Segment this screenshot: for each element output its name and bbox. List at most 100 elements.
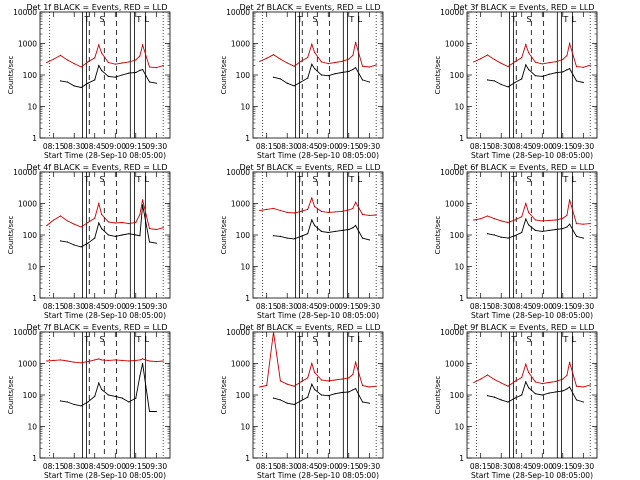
x-axis-label: Start Time (28-Sep-10 08:05:00) <box>44 151 166 160</box>
series-line-events <box>487 217 584 239</box>
y-tick-label: 1000 <box>18 40 37 49</box>
y-tick-label: 10000 <box>226 168 250 177</box>
time-marker-label: T <box>348 175 354 184</box>
x-tick-label: 08:15 <box>470 142 492 151</box>
panel-title: Det 1f BLACK = Events, RED = LLD <box>26 3 167 12</box>
x-axis-label: Start Time (28-Sep-10 08:05:00) <box>44 471 166 480</box>
time-marker-label: L <box>572 175 577 184</box>
x-tick-label: 09:15 <box>552 142 574 151</box>
x-tick-label: 09:30 <box>146 142 168 151</box>
y-tick-label: 1000 <box>18 360 37 369</box>
y-tick-label: 1000 <box>231 200 250 209</box>
y-axis-label: Counts/sec <box>7 216 15 255</box>
time-marker-label: L <box>358 335 363 344</box>
y-tick-label: 10000 <box>13 328 37 337</box>
y-tick-label: 100 <box>450 391 465 400</box>
x-tick-label: 09:30 <box>146 462 168 471</box>
series-line-events <box>60 204 157 248</box>
x-tick-label: 08:15 <box>470 302 492 311</box>
x-axis-label: Start Time (28-Sep-10 08:05:00) <box>471 471 593 480</box>
y-tick-label: 10000 <box>226 8 250 17</box>
y-tick-label: 1000 <box>231 40 250 49</box>
x-tick-label: 09:15 <box>552 302 574 311</box>
time-marker-label: T <box>83 335 89 344</box>
time-marker-label: T <box>135 15 141 24</box>
panel-title: Det 6f BLACK = Events, RED = LLD <box>453 163 594 172</box>
x-tick-label: 09:00 <box>531 302 553 311</box>
x-tick-label: 08:45 <box>297 302 319 311</box>
time-marker-label: S <box>312 335 317 344</box>
time-marker-label: S <box>99 335 104 344</box>
x-tick-label: 09:00 <box>104 142 126 151</box>
time-marker-label: L <box>572 335 577 344</box>
series-line-lld <box>259 331 377 388</box>
time-marker-label: L <box>358 175 363 184</box>
time-marker-label: L <box>145 335 150 344</box>
y-tick-label: 10000 <box>226 328 250 337</box>
series-line-events <box>273 218 370 241</box>
y-axis-label: Counts/sec <box>220 376 228 415</box>
y-tick-label: 10 <box>240 263 250 272</box>
series-line-lld <box>259 42 377 68</box>
y-axis-label: Counts/sec <box>434 56 442 95</box>
series-line-lld <box>473 41 591 68</box>
y-tick-label: 1 <box>459 134 464 143</box>
x-tick-label: 08:45 <box>511 302 533 311</box>
x-tick-label: 08:45 <box>297 462 319 471</box>
x-tick-label: 08:45 <box>84 142 106 151</box>
y-tick-label: 100 <box>23 71 38 80</box>
time-marker-label: S <box>526 15 531 24</box>
detector-panel-7: Det 7f BLACK = Events, RED = LLD 1 10 100 10… <box>7 323 171 480</box>
time-marker-label: L <box>145 175 150 184</box>
y-tick-label: 10 <box>27 423 37 432</box>
series-line-events <box>487 63 584 88</box>
y-tick-label: 1000 <box>445 360 464 369</box>
x-tick-label: 09:00 <box>317 142 339 151</box>
y-axis-label: Counts/sec <box>434 376 442 415</box>
series-line-events <box>273 63 370 87</box>
x-tick-label: 09:15 <box>125 302 147 311</box>
panel-title: Det 5f BLACK = Events, RED = LLD <box>239 163 380 172</box>
x-tick-label: 09:15 <box>552 462 574 471</box>
y-axis-label: Counts/sec <box>7 376 15 415</box>
time-marker-label: T <box>562 175 568 184</box>
x-tick-label: 08:45 <box>297 142 319 151</box>
y-tick-label: 1000 <box>18 200 37 209</box>
time-marker-label: L <box>572 15 577 24</box>
x-tick-label: 08:30 <box>63 142 85 151</box>
x-axis-label: Start Time (28-Sep-10 08:05:00) <box>44 311 166 320</box>
y-tick-label: 10 <box>240 423 250 432</box>
x-tick-label: 09:15 <box>338 142 360 151</box>
time-marker-label: T <box>510 335 516 344</box>
y-tick-label: 10 <box>454 103 464 112</box>
time-marker-label: T <box>83 15 89 24</box>
series-line-lld <box>46 358 164 364</box>
y-tick-label: 10000 <box>13 8 37 17</box>
y-tick-label: 10 <box>27 263 37 272</box>
x-axis-label: Start Time (28-Sep-10 08:05:00) <box>257 471 379 480</box>
x-tick-label: 09:00 <box>104 302 126 311</box>
y-tick-label: 1 <box>459 294 464 303</box>
y-tick-label: 100 <box>450 71 465 80</box>
y-tick-label: 1 <box>32 294 37 303</box>
x-tick-label: 09:00 <box>317 302 339 311</box>
x-axis-label: Start Time (28-Sep-10 08:05:00) <box>471 151 593 160</box>
x-tick-label: 09:15 <box>338 302 360 311</box>
time-marker-label: T <box>83 175 89 184</box>
detector-panel-4: Det 4f BLACK = Events, RED = LLD 1 10 100 10… <box>7 163 171 320</box>
x-axis-label: Start Time (28-Sep-10 08:05:00) <box>471 311 593 320</box>
y-axis-label: Counts/sec <box>220 216 228 255</box>
x-tick-label: 09:15 <box>125 142 147 151</box>
time-marker-label: T <box>296 175 302 184</box>
y-tick-label: 10 <box>240 103 250 112</box>
y-tick-label: 10000 <box>440 328 464 337</box>
detector-panel-2: Det 2f BLACK = Events, RED = LLD 1 10 100 10… <box>220 3 384 160</box>
y-tick-label: 1 <box>245 294 250 303</box>
x-tick-label: 09:30 <box>573 462 595 471</box>
y-tick-label: 10 <box>27 103 37 112</box>
panel-title: Det 2f BLACK = Events, RED = LLD <box>239 3 380 12</box>
y-tick-label: 1 <box>459 454 464 463</box>
x-tick-label: 09:00 <box>531 142 553 151</box>
time-marker-label: S <box>312 175 317 184</box>
